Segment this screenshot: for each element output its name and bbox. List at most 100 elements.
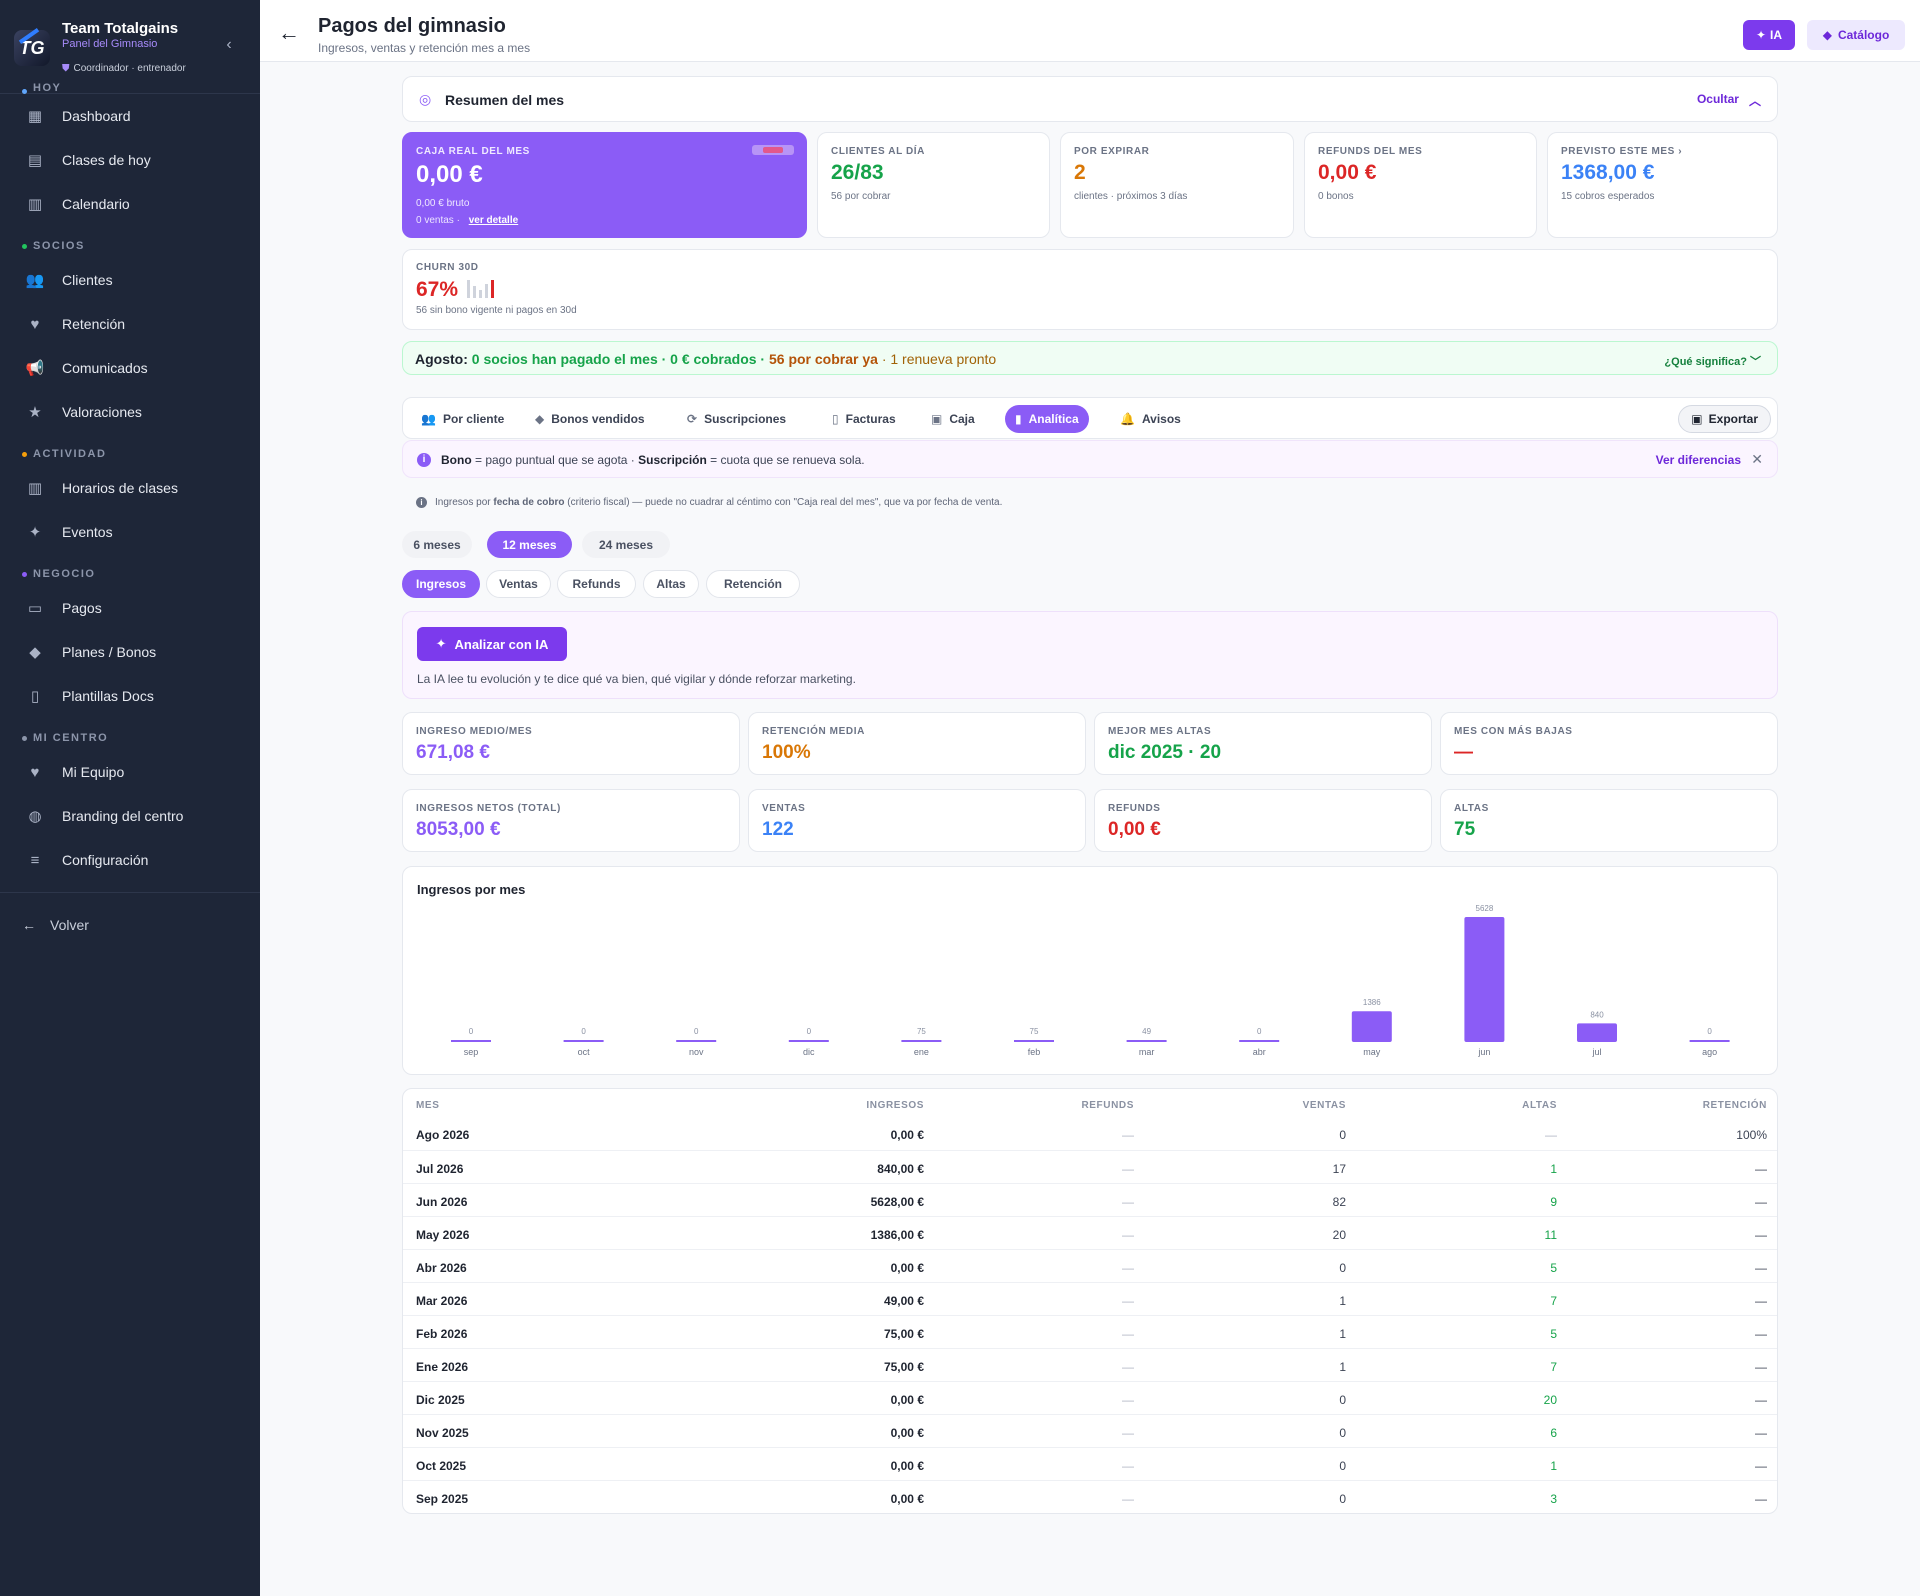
chart-bar[interactable] <box>1351 1011 1392 1042</box>
table-header-cell: VENTAS <box>1302 1100 1346 1111</box>
hide-summary-button[interactable]: Ocultar ︿ <box>1697 92 1761 109</box>
sidebar-item-comunicados[interactable]: 📢 Comunicados <box>0 346 260 390</box>
analyze-ai-button[interactable]: ✦ Analizar con IA <box>417 627 567 661</box>
sidebar-item-branding-del-centro[interactable]: ◍ Branding del centro <box>0 794 260 838</box>
palette-icon: ◍ <box>28 808 42 825</box>
sidebar-item-calendario[interactable]: ▥ Calendario <box>0 182 260 226</box>
tab-facturas[interactable]: ▯ Facturas <box>822 405 906 433</box>
table-cell-ventas: 0 <box>1339 1492 1346 1506</box>
tag-icon: ◆ <box>1822 28 1832 42</box>
tab-bonos-vendidos[interactable]: ◆ Bonos vendidos <box>525 405 655 433</box>
table-cell-ingresos: 0,00 € <box>890 1261 924 1275</box>
kpi-clientes-al-dia[interactable]: CLIENTES AL DÍA 26/83 56 por cobrar <box>817 132 1050 238</box>
table-row: Mar 2026 49,00 € — 1 7 — <box>403 1282 1777 1315</box>
sidebar-item-clases-de-hoy[interactable]: ▤ Clases de hoy <box>0 138 260 182</box>
export-button[interactable]: ▣ Exportar <box>1678 405 1771 433</box>
tab-avisos[interactable]: 🔔 Avisos <box>1110 405 1191 433</box>
sidebar-item-label: Valoraciones <box>62 404 142 420</box>
banner-month: Agosto: <box>415 351 468 367</box>
info-icon: i <box>416 497 427 508</box>
chart-bar[interactable] <box>1464 917 1505 1042</box>
tab-analítica[interactable]: ▮ Analítica <box>1005 405 1089 433</box>
tab-suscripciones[interactable]: ⟳ Suscripciones <box>677 405 796 433</box>
kpi-caja-real[interactable]: CAJA REAL DEL MES 0,00 € 0,00 € bruto 0 … <box>402 132 807 238</box>
sidebar-divider <box>0 892 260 893</box>
chart-bar[interactable] <box>1014 1040 1054 1042</box>
sidebar-item-mi-equipo[interactable]: ♥ Mi Equipo <box>0 750 260 794</box>
table-cell-retencion: — <box>1755 1195 1767 1209</box>
back-button[interactable]: ← Volver <box>0 905 260 945</box>
range-pill[interactable]: 6 meses <box>402 531 472 558</box>
sidebar-item-horarios-de-clases[interactable]: ▥ Horarios de clases <box>0 466 260 510</box>
chart-bar[interactable] <box>451 1040 491 1042</box>
metric-pill[interactable]: Altas <box>643 570 699 598</box>
sidebar-item-pagos[interactable]: ▭ Pagos <box>0 586 260 630</box>
chart-bar[interactable] <box>563 1040 604 1042</box>
table-row: Ene 2026 75,00 € — 1 7 — <box>403 1348 1777 1381</box>
chart-bar[interactable] <box>1577 1023 1617 1042</box>
view-differences-link[interactable]: Ver diferencias <box>1655 453 1741 467</box>
table-cell-ingresos: 5628,00 € <box>870 1195 924 1209</box>
metric-pill[interactable]: Ingresos <box>402 570 480 598</box>
summary-header: ◎ Resumen del mes Ocultar ︿ <box>402 76 1778 122</box>
sidebar-item-plantillas-docs[interactable]: ▯ Plantillas Docs <box>0 674 260 718</box>
sidebar-item-configuración[interactable]: ≡ Configuración <box>0 838 260 882</box>
sidebar-item-clientes[interactable]: 👥 Clientes <box>0 258 260 302</box>
nav-section-label: SOCIOS <box>33 240 85 252</box>
sidebar-item-dashboard[interactable]: ▦ Dashboard <box>0 94 260 138</box>
close-icon[interactable]: ✕ <box>1751 451 1763 467</box>
back-arrow-icon[interactable]: ← <box>278 20 300 45</box>
page-subtitle: Ingresos, ventas y retención mes a mes <box>318 41 531 55</box>
ia-button[interactable]: ✦ IA <box>1743 20 1795 50</box>
kpi-previsto[interactable]: PREVISTO ESTE MES › 1368,00 € 15 cobros … <box>1547 132 1778 238</box>
table-cell-altas: 9 <box>1550 1195 1557 1209</box>
chart-bar[interactable] <box>1239 1040 1280 1042</box>
chart-bar[interactable] <box>1689 1040 1730 1042</box>
chart-bar[interactable] <box>676 1040 717 1042</box>
chart-value-label: 0 <box>581 1027 586 1036</box>
range-pill[interactable]: 24 meses <box>582 531 670 558</box>
table-cell-refunds: — <box>1122 1261 1134 1275</box>
section-dot <box>22 451 27 457</box>
sidebar-item-eventos[interactable]: ✦ Eventos <box>0 510 260 554</box>
table-header-cell: ALTAS <box>1522 1100 1557 1111</box>
table-cell-ventas: 0 <box>1339 1261 1346 1275</box>
churn-label: CHURN 30D <box>416 262 479 273</box>
bell-icon: 🔔 <box>1120 412 1135 426</box>
tab-caja[interactable]: ▣ Caja <box>921 405 985 433</box>
table-cell-refunds: — <box>1122 1426 1134 1440</box>
catalog-button[interactable]: ◆ Catálogo <box>1807 20 1905 50</box>
info-susc-desc: = cuota que se renueva sola. <box>706 453 865 467</box>
metric-pill[interactable]: Ventas <box>486 570 551 598</box>
kpi-por-expirar[interactable]: POR EXPIRAR 2 clientes · próximos 3 días <box>1060 132 1294 238</box>
chart-category-label: dic <box>803 1047 815 1057</box>
sidebar-item-valoraciones[interactable]: ★ Valoraciones <box>0 390 260 434</box>
chart-value-label: 840 <box>1590 1010 1604 1019</box>
metric-pill[interactable]: Refunds <box>557 570 636 598</box>
chart-bar[interactable] <box>901 1040 942 1042</box>
chevron-left-icon[interactable]: ‹ <box>226 36 232 53</box>
table-cell-altas: — <box>1545 1128 1557 1142</box>
metric-pill[interactable]: Retención <box>706 570 800 598</box>
banner-help-button[interactable]: ¿Qué significa? ﹀ <box>1664 353 1761 369</box>
schedule-icon: ▥ <box>27 480 43 497</box>
range-pill[interactable]: 12 meses <box>487 531 572 558</box>
tab-bar: 👥 Por cliente ◆ Bonos vendidos ⟳ Suscripcione… <box>402 397 1778 439</box>
eye-off-icon: ◎ <box>419 91 432 107</box>
table-cell-altas: 7 <box>1550 1360 1557 1374</box>
table-cell-refunds: — <box>1122 1459 1134 1473</box>
megaphone-icon: 📢 <box>25 360 45 377</box>
table-cell-retencion: — <box>1755 1327 1767 1341</box>
chart-value-label: 0 <box>469 1027 474 1036</box>
table-cell-ventas: 1 <box>1339 1360 1346 1374</box>
kpi-refunds[interactable]: REFUNDS DEL MES 0,00 € 0 bonos <box>1304 132 1537 238</box>
section-dot <box>22 571 27 577</box>
chart-bar[interactable] <box>788 1040 829 1042</box>
view-detail-link[interactable]: ver detalle <box>468 215 519 226</box>
tab-por-cliente[interactable]: 👥 Por cliente <box>411 405 514 433</box>
chart-bar[interactable] <box>1126 1040 1167 1042</box>
table-cell-ventas: 17 <box>1332 1162 1346 1176</box>
table-cell-mes: Nov 2025 <box>416 1426 469 1440</box>
sidebar-item-retención[interactable]: ♥ Retención <box>0 302 260 346</box>
sidebar-item-planes-bonos[interactable]: ◆ Planes / Bonos <box>0 630 260 674</box>
